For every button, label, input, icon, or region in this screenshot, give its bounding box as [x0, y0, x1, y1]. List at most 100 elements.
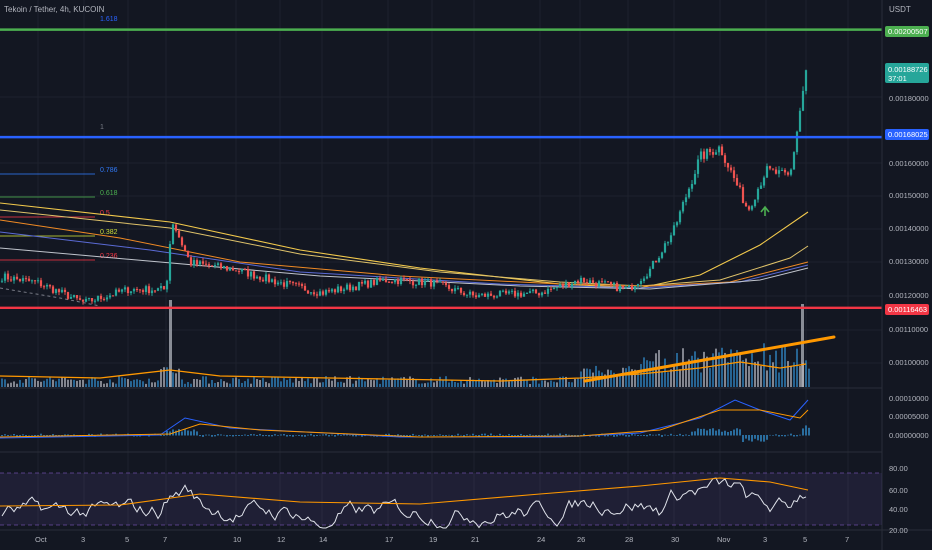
price-label-level-one[interactable] — [885, 129, 929, 140]
candle-body — [447, 285, 451, 289]
price-label-top-level[interactable] — [885, 26, 929, 37]
volume-bar — [172, 372, 174, 387]
volume-bar — [508, 381, 510, 387]
macd-histogram-bar — [529, 434, 531, 436]
candle-body — [753, 199, 757, 207]
candle-body — [558, 284, 562, 288]
volume-bar — [397, 378, 399, 387]
volume-bar — [424, 383, 426, 387]
volume-bar — [355, 380, 357, 387]
volume-bar — [103, 383, 105, 387]
volume-bar — [613, 372, 615, 387]
fibonacci-retracement[interactable]: 1.618 1 0.786 0.618 0.5 0.382 0.236 — [0, 16, 118, 261]
candle-body — [705, 149, 709, 159]
candle-body — [585, 282, 589, 284]
time-tick: 5 — [803, 535, 807, 544]
volume-bar — [448, 382, 450, 387]
volume-bar — [532, 376, 534, 387]
macd-histogram-bar — [547, 433, 549, 436]
volume-bar — [421, 383, 423, 387]
time-tick: 24 — [537, 535, 545, 544]
macd-histogram-bar — [673, 435, 675, 436]
macd-histogram-bar — [655, 434, 657, 436]
candle-body — [321, 291, 325, 295]
candle-body — [438, 281, 442, 283]
candle-body — [579, 277, 583, 283]
macd-histogram-bar — [634, 434, 636, 436]
volume-bar — [64, 377, 66, 387]
candle-body — [642, 278, 646, 282]
volume-bar — [316, 378, 318, 387]
candle-body — [465, 294, 469, 296]
candle-body — [747, 206, 751, 210]
volume-bar — [190, 383, 192, 387]
price-label-top-level-text: 0.00200507 — [888, 27, 928, 36]
volume-bar — [340, 381, 342, 387]
fib-level-label: 0.382 — [100, 229, 118, 236]
volume-bar — [553, 381, 555, 387]
time-tick: 19 — [429, 535, 437, 544]
candle-body — [696, 159, 700, 174]
time-tick: 21 — [471, 535, 479, 544]
candle-body — [786, 172, 790, 175]
volume-bar — [571, 382, 573, 387]
volume-bar — [265, 381, 267, 387]
volume-bar — [634, 369, 636, 387]
volume-bar — [478, 378, 480, 387]
candle-body — [738, 185, 742, 188]
candle-body — [387, 281, 391, 283]
volume-bar — [154, 382, 156, 387]
volume-bar — [796, 348, 798, 387]
time-axis[interactable]: Oct 3 5 7 10 12 14 17 19 21 24 26 28 30 Nov 3 5 7 — [35, 535, 849, 544]
volume-bar — [205, 376, 207, 387]
volume-trend-line[interactable] — [583, 335, 836, 383]
candle-body — [315, 294, 319, 296]
candle-body — [420, 278, 424, 286]
macd-histogram-bar — [148, 435, 150, 437]
price-label-support[interactable] — [885, 304, 929, 315]
macd-histogram-bar — [4, 434, 6, 436]
volume-bar — [310, 383, 312, 387]
volume-bar — [724, 352, 726, 387]
volume-bar — [214, 382, 216, 387]
volume-bar — [229, 383, 231, 387]
candle-body — [411, 281, 415, 286]
volume-bar — [184, 383, 186, 387]
time-tick: 7 — [163, 535, 167, 544]
macd-histogram-bar — [349, 434, 351, 436]
macd-histogram-bar — [388, 433, 390, 436]
candle-body — [669, 235, 673, 243]
candle-body — [258, 276, 262, 280]
volume-bar — [787, 361, 789, 387]
volume-bar — [283, 377, 285, 387]
candle-body — [372, 279, 376, 285]
macd-histogram-bar — [778, 435, 780, 437]
candlesticks[interactable] — [0, 69, 808, 305]
time-tick: 30 — [671, 535, 679, 544]
macd-histogram-bar — [808, 427, 810, 436]
macd-histogram-bar — [568, 434, 570, 436]
candle-body — [570, 283, 574, 288]
volume-bar — [382, 376, 384, 387]
candle-body — [69, 297, 73, 299]
macd-histogram-bar — [430, 435, 432, 436]
candle-body — [204, 263, 208, 265]
candle-body — [690, 183, 694, 189]
volume-bar — [166, 367, 168, 387]
candle-body — [111, 295, 115, 297]
macd-histogram-bar — [214, 435, 216, 437]
macd-histogram-bar — [532, 435, 534, 436]
volume-bar — [742, 360, 744, 387]
candle-body — [54, 289, 58, 293]
volume-bar — [22, 382, 24, 387]
candle-body — [231, 268, 235, 271]
candle-body — [609, 281, 613, 285]
horizontal-levels[interactable] — [0, 28, 882, 310]
volume-bar — [577, 377, 579, 387]
candle-body — [726, 162, 730, 168]
volume-bar — [196, 379, 198, 387]
volume-bar — [493, 379, 495, 387]
current-price-label[interactable] — [885, 63, 929, 83]
candle-body — [714, 152, 718, 155]
